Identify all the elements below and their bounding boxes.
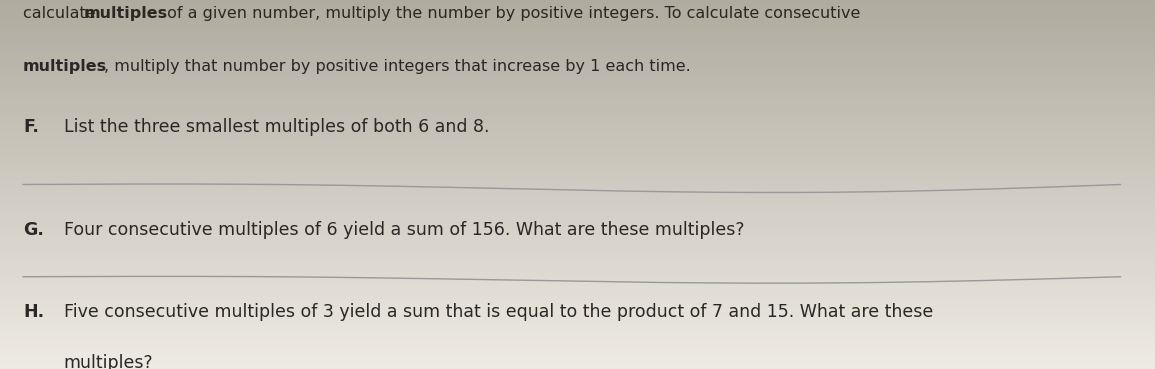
Bar xyxy=(0,111,1155,115)
Bar xyxy=(0,240,1155,245)
Bar xyxy=(0,189,1155,194)
Text: H.: H. xyxy=(23,303,44,321)
Bar xyxy=(0,272,1155,277)
Bar xyxy=(0,318,1155,323)
Bar xyxy=(0,337,1155,341)
Bar xyxy=(0,184,1155,189)
Bar xyxy=(0,249,1155,254)
Bar xyxy=(0,180,1155,184)
Bar xyxy=(0,0,1155,5)
Bar xyxy=(0,217,1155,221)
Bar xyxy=(0,46,1155,51)
Bar xyxy=(0,314,1155,318)
Bar xyxy=(0,231,1155,235)
Text: multiples: multiples xyxy=(83,6,167,21)
Bar xyxy=(0,199,1155,203)
Bar xyxy=(0,65,1155,69)
Bar xyxy=(0,360,1155,365)
Bar xyxy=(0,138,1155,143)
Text: F.: F. xyxy=(23,118,39,136)
Bar xyxy=(0,125,1155,129)
Bar xyxy=(0,5,1155,9)
Bar xyxy=(0,97,1155,101)
Bar xyxy=(0,258,1155,263)
Bar xyxy=(0,365,1155,369)
Bar xyxy=(0,254,1155,258)
Bar xyxy=(0,87,1155,92)
Bar xyxy=(0,300,1155,304)
Bar xyxy=(0,18,1155,23)
Bar xyxy=(0,51,1155,55)
Text: List the three smallest multiples of both 6 and 8.: List the three smallest multiples of bot… xyxy=(64,118,489,136)
Text: of a given number, multiply the number by positive integers. To calculate consec: of a given number, multiply the number b… xyxy=(162,6,860,21)
Bar xyxy=(0,32,1155,37)
Bar xyxy=(0,9,1155,14)
Bar xyxy=(0,148,1155,152)
Bar xyxy=(0,207,1155,212)
Bar xyxy=(0,134,1155,138)
Text: , multiply that number by positive integers that increase by 1 each time.: , multiply that number by positive integ… xyxy=(104,59,691,74)
Bar xyxy=(0,120,1155,125)
Bar xyxy=(0,245,1155,249)
Text: G.: G. xyxy=(23,221,44,239)
Bar xyxy=(0,309,1155,314)
Bar xyxy=(0,55,1155,60)
Bar xyxy=(0,346,1155,351)
Bar xyxy=(0,328,1155,332)
Bar xyxy=(0,60,1155,65)
Bar xyxy=(0,203,1155,207)
Bar xyxy=(0,78,1155,83)
Bar xyxy=(0,83,1155,87)
Bar xyxy=(0,152,1155,157)
Bar xyxy=(0,171,1155,175)
Bar xyxy=(0,143,1155,148)
Bar xyxy=(0,162,1155,166)
Bar xyxy=(0,106,1155,111)
Bar xyxy=(0,212,1155,217)
Bar xyxy=(0,323,1155,328)
Text: calculate: calculate xyxy=(23,6,100,21)
Bar xyxy=(0,115,1155,120)
Bar xyxy=(0,341,1155,346)
Text: multiples: multiples xyxy=(23,59,107,74)
Bar xyxy=(0,286,1155,291)
Bar xyxy=(0,351,1155,355)
Bar xyxy=(0,28,1155,32)
Bar xyxy=(0,41,1155,46)
Bar xyxy=(0,291,1155,295)
Bar xyxy=(0,332,1155,337)
Bar xyxy=(0,74,1155,79)
Bar xyxy=(0,263,1155,268)
Bar xyxy=(0,194,1155,199)
Bar xyxy=(0,268,1155,272)
Text: multiples?: multiples? xyxy=(64,354,154,369)
Bar xyxy=(0,295,1155,300)
Bar xyxy=(0,101,1155,106)
Bar xyxy=(0,355,1155,360)
Bar xyxy=(0,175,1155,180)
Text: Four consecutive multiples of 6 yield a sum of 156. What are these multiples?: Four consecutive multiples of 6 yield a … xyxy=(64,221,744,239)
Bar xyxy=(0,69,1155,74)
Bar xyxy=(0,226,1155,231)
Text: Five consecutive multiples of 3 yield a sum that is equal to the product of 7 an: Five consecutive multiples of 3 yield a … xyxy=(64,303,933,321)
Bar xyxy=(0,157,1155,162)
Bar xyxy=(0,304,1155,309)
Bar xyxy=(0,166,1155,170)
Bar xyxy=(0,282,1155,286)
Bar xyxy=(0,23,1155,28)
Bar xyxy=(0,235,1155,240)
Bar xyxy=(0,221,1155,226)
Bar xyxy=(0,37,1155,41)
Bar xyxy=(0,14,1155,18)
Bar xyxy=(0,92,1155,97)
Bar xyxy=(0,277,1155,282)
Bar xyxy=(0,129,1155,134)
